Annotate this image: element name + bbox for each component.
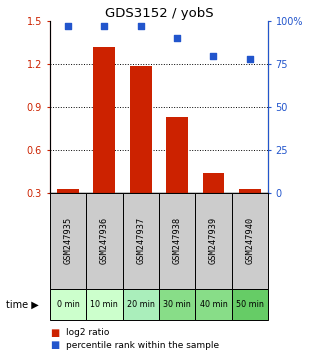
Bar [93,47,115,193]
Text: ■: ■ [50,340,59,350]
Bar [159,289,195,320]
Bar [166,117,188,193]
Bar [86,193,123,289]
Point [175,35,180,41]
Point [65,24,71,29]
Text: 30 min: 30 min [163,300,191,309]
Text: 50 min: 50 min [236,300,264,309]
Bar [203,173,224,193]
Text: GSM247940: GSM247940 [245,217,254,264]
Bar [123,193,159,289]
Bar [130,65,152,193]
Text: 20 min: 20 min [127,300,155,309]
Text: time ▶: time ▶ [6,299,39,309]
Bar [195,289,232,320]
Text: 0 min: 0 min [56,300,79,309]
Bar [123,289,159,320]
Text: log2 ratio: log2 ratio [66,328,109,337]
Text: GSM247938: GSM247938 [173,217,182,264]
Text: GSM247936: GSM247936 [100,217,109,264]
Bar [86,289,123,320]
Point [138,24,143,29]
Bar [159,193,195,289]
Bar [50,289,86,320]
Point [102,24,107,29]
Text: percentile rank within the sample: percentile rank within the sample [66,341,219,350]
Bar [50,193,86,289]
Text: 40 min: 40 min [200,300,227,309]
Point [211,53,216,58]
Text: ■: ■ [50,328,59,338]
Bar [239,189,261,193]
Text: GSM247937: GSM247937 [136,217,145,264]
Bar [232,289,268,320]
Bar [57,189,79,193]
Title: GDS3152 / yobS: GDS3152 / yobS [105,7,213,20]
Text: GSM247939: GSM247939 [209,217,218,264]
Bar [232,193,268,289]
Text: GSM247935: GSM247935 [64,217,73,264]
Text: 10 min: 10 min [91,300,118,309]
Point [247,56,252,62]
Bar [195,193,232,289]
